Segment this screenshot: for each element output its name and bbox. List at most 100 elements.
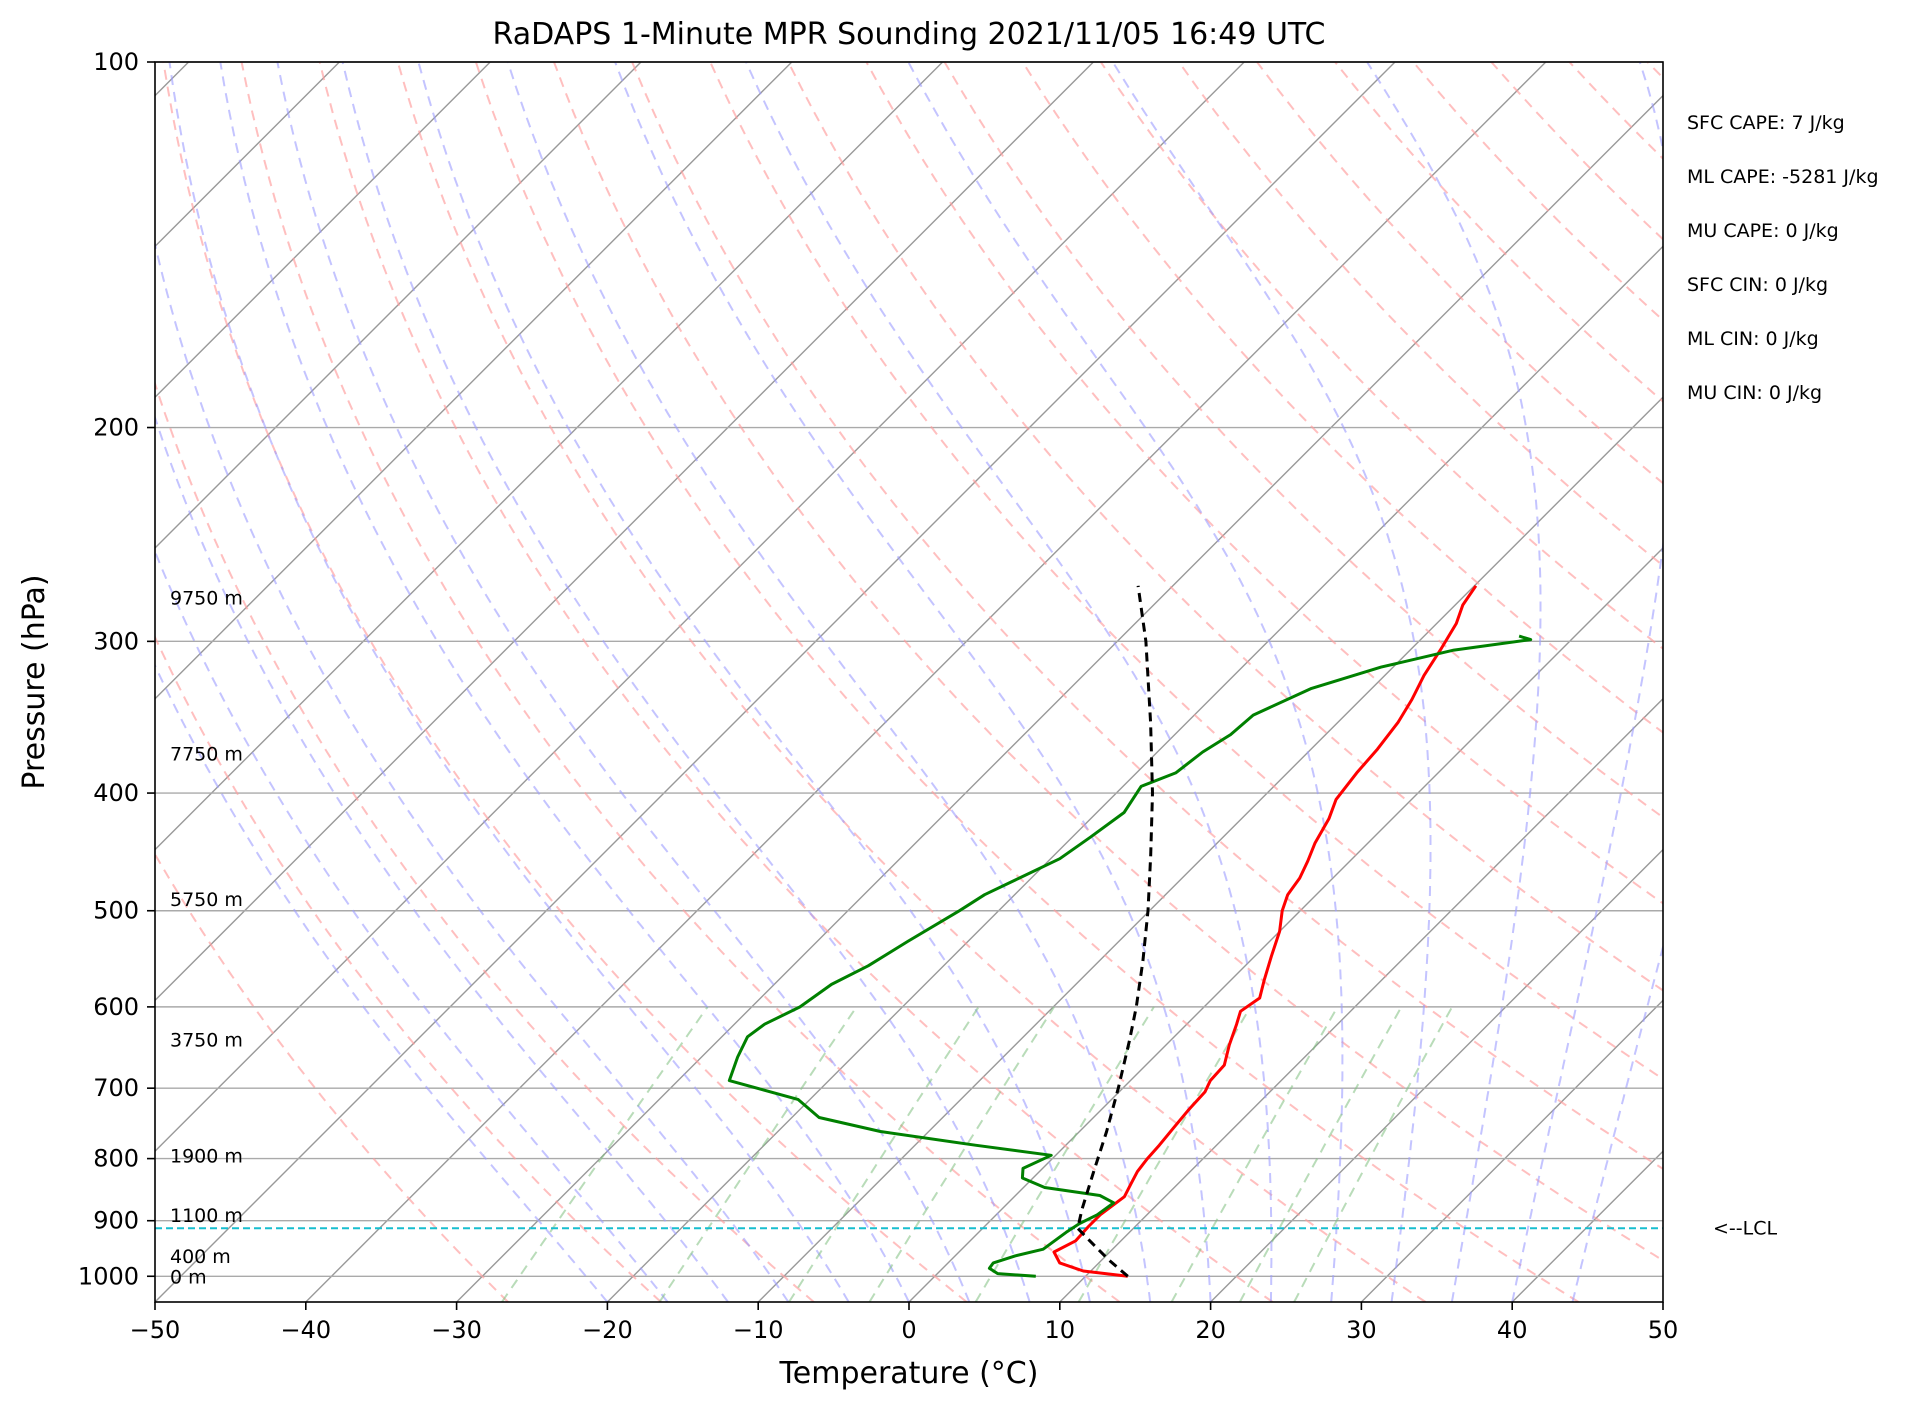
mixing-ratio-line [1170, 1006, 1339, 1302]
moist-adiabat [417, 62, 1091, 1302]
stability-index: ML CIN: 0 J/kg [1687, 328, 1819, 350]
isotherm-grid [155, 62, 1922, 1302]
y-axis-ticks: 100 200 300 400 500 600 700 800 900 1000 [78, 48, 155, 1290]
moist-adiabat [155, 548, 669, 1302]
isotherm-line [1511, 1150, 1663, 1302]
moist-adiabats [155, 62, 1663, 1302]
dry-adiabat [943, 62, 1663, 819]
moist-adiabat [907, 62, 1344, 1302]
dry-adiabat [474, 62, 1580, 1302]
dry-adiabat [1099, 62, 1663, 650]
isotherm-line [155, 62, 1245, 1153]
isotherm-line [1662, 1301, 1663, 1302]
moist-adiabat [155, 414, 729, 1302]
isotherm-line [1210, 848, 1663, 1302]
y-tick-label: 400 [93, 779, 139, 807]
dry-adiabats [155, 62, 1922, 1302]
dry-adiabat [155, 380, 815, 1302]
y-tick-label: 100 [93, 48, 139, 76]
dry-adiabat [1256, 62, 1663, 485]
isotherm-line [155, 62, 1396, 1302]
isotherm-line [1059, 697, 1663, 1302]
dry-adiabat [631, 62, 1663, 1171]
isotherm-line [456, 94, 1663, 1302]
moist-adiabat [341, 62, 1031, 1302]
stability-index: ML CAPE: -5281 J/kg [1687, 166, 1879, 188]
isotherm-line [155, 62, 793, 700]
y-tick-label: 600 [93, 993, 139, 1021]
dry-adiabat [1412, 62, 1663, 322]
y-tick-label: 700 [93, 1074, 139, 1102]
lcl-label: <--LCL [1713, 1217, 1777, 1239]
mixing-ratio-line [1077, 1006, 1252, 1302]
height-label: 9750 m [170, 587, 243, 609]
mixing-ratio-line [501, 1006, 709, 1302]
moist-adiabat [168, 62, 850, 1302]
stability-index: SFC CIN: 0 J/kg [1687, 274, 1828, 296]
isotherm-line [908, 547, 1663, 1302]
dry-adiabat [162, 62, 968, 1302]
sounding-series-line [1076, 585, 1154, 1278]
mixing-ratio-line [1239, 1006, 1403, 1302]
mixing-ratio-line [788, 1006, 980, 1302]
height-label: 5750 m [170, 889, 243, 911]
x-tick-label: 20 [1195, 1316, 1226, 1344]
height-label: 3750 m [170, 1029, 243, 1051]
dry-adiabat [553, 62, 1663, 1262]
mixing-ratio-line [658, 1006, 858, 1302]
dry-adiabat [1726, 62, 1922, 1302]
dry-adiabat [396, 62, 1427, 1302]
stability-index: SFC CAPE: 7 J/kg [1687, 112, 1845, 134]
chart-title: RaDAPS 1-Minute MPR Sounding 2021/11/05 … [493, 17, 1326, 52]
isotherm-line [1360, 999, 1663, 1302]
y-tick-label: 1000 [78, 1262, 139, 1290]
x-tick-label: 30 [1346, 1316, 1377, 1344]
y-tick-label: 500 [93, 897, 139, 925]
x-tick-label: −50 [130, 1316, 181, 1344]
plot-frame [154, 61, 1664, 1303]
height-label: 7750 m [170, 743, 243, 765]
stability-index: MU CIN: 0 J/kg [1687, 382, 1822, 404]
sounding-series-line [1052, 584, 1478, 1278]
isotherm-line [1814, 62, 1922, 1302]
moist-adiabat [1366, 62, 1542, 1302]
height-label: 1900 m [170, 1145, 243, 1167]
y-axis-label: Pressure (hPa) [17, 574, 52, 789]
x-tick-label: 10 [1045, 1316, 1076, 1344]
moist-adiabat [745, 62, 1273, 1302]
x-tick-label: 40 [1497, 1316, 1528, 1344]
y-tick-label: 900 [93, 1207, 139, 1235]
dry-adiabat [1646, 62, 1663, 80]
dry-adiabat [1490, 62, 1663, 241]
dry-adiabat [1804, 62, 1922, 1302]
x-tick-label: 0 [901, 1316, 916, 1344]
dry-adiabat [1334, 62, 1663, 403]
stability-index: MU CAPE: 0 J/kg [1687, 220, 1839, 242]
moist-adiabat [155, 663, 609, 1302]
mixing-ratio-line [974, 1006, 1155, 1302]
y-tick-label: 200 [93, 414, 139, 442]
moist-adiabat [155, 240, 790, 1302]
mixing-ratio-line [868, 1006, 1055, 1302]
isotherm-line [305, 62, 1547, 1302]
dry-adiabat [1021, 62, 1663, 734]
x-tick-label: 50 [1648, 1316, 1679, 1344]
dry-adiabat [1568, 62, 1663, 160]
isotherm-line [155, 62, 944, 851]
height-label: 400 m [170, 1246, 231, 1268]
sounding-series-line [727, 634, 1533, 1278]
moist-adiabat [1511, 62, 1663, 1302]
moist-adiabat [219, 62, 910, 1302]
moist-adiabat [506, 62, 1152, 1302]
x-tick-label: −40 [280, 1316, 331, 1344]
pressure-grid [155, 61, 1663, 1277]
isotherm-line [606, 245, 1663, 1302]
x-tick-label: −20 [582, 1316, 633, 1344]
moist-adiabat [1571, 943, 1663, 1302]
height-label: 1100 m [170, 1205, 243, 1227]
isotherm-line [155, 62, 491, 399]
isotherm-line [757, 396, 1663, 1302]
dry-adiabat [865, 62, 1663, 905]
